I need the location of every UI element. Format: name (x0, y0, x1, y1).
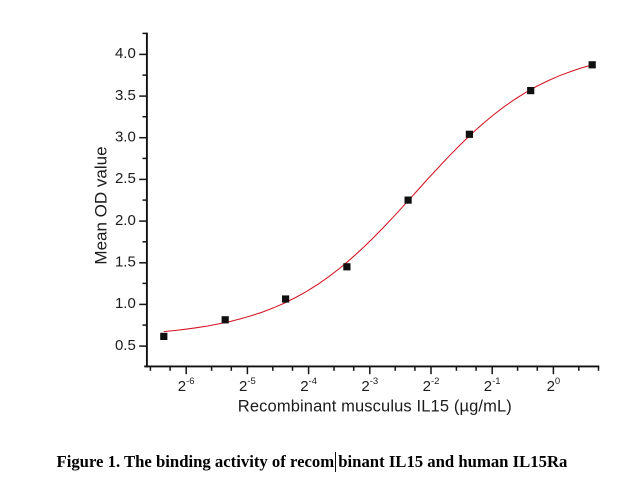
svg-text:0.5: 0.5 (115, 337, 136, 354)
svg-text:3.0: 3.0 (115, 129, 136, 146)
svg-text:2.0: 2.0 (115, 212, 136, 229)
svg-text:2.5: 2.5 (115, 170, 136, 187)
svg-text:2-3: 2-3 (361, 376, 378, 395)
svg-text:20: 20 (547, 376, 561, 395)
svg-text:2-2: 2-2 (423, 376, 440, 395)
svg-text:1.5: 1.5 (115, 254, 136, 271)
svg-text:4.0: 4.0 (115, 45, 136, 62)
svg-text:2-5: 2-5 (239, 376, 256, 395)
svg-text:Mean OD value: Mean OD value (92, 146, 111, 264)
svg-text:1.0: 1.0 (115, 295, 136, 312)
svg-text:2-6: 2-6 (178, 376, 195, 395)
svg-text:3.5: 3.5 (115, 87, 136, 104)
svg-text:Recombinant musculus IL15 (µg/: Recombinant musculus IL15 (µg/mL) (238, 398, 512, 416)
svg-text:2-1: 2-1 (484, 376, 501, 395)
svg-text:2-4: 2-4 (300, 376, 317, 395)
